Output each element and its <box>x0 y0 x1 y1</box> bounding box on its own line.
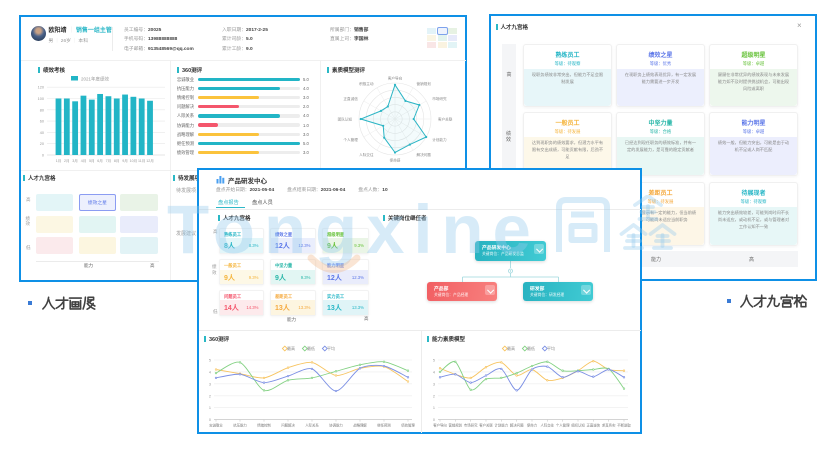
svg-text:40: 40 <box>40 131 44 135</box>
svg-text:情绪控制: 情绪控制 <box>257 423 271 428</box>
svg-text:6月: 6月 <box>97 158 103 163</box>
svg-text:12月: 12月 <box>146 158 154 163</box>
svg-text:3: 3 <box>209 382 211 386</box>
svg-text:求真务实: 求真务实 <box>602 423 616 428</box>
svg-text:忠诚敬业: 忠诚敬业 <box>209 423 223 428</box>
svg-text:人际关系: 人际关系 <box>305 423 319 428</box>
svg-text:2月: 2月 <box>64 158 70 163</box>
svg-text:7月: 7月 <box>106 158 112 163</box>
svg-text:2: 2 <box>433 394 435 398</box>
svg-text:2: 2 <box>209 394 211 398</box>
svg-text:5月: 5月 <box>89 158 95 163</box>
svg-text:客户导向: 客户导向 <box>388 75 403 80</box>
svg-text:3月: 3月 <box>72 158 78 163</box>
svg-text:解决问题: 解决问题 <box>417 152 432 157</box>
svg-text:4: 4 <box>209 370 211 374</box>
svg-text:80: 80 <box>40 108 44 112</box>
svg-text:5: 5 <box>433 359 435 363</box>
svg-text:5: 5 <box>209 359 211 363</box>
svg-text:抗压能力: 抗压能力 <box>233 423 247 428</box>
svg-text:客户关联: 客户关联 <box>479 423 493 428</box>
svg-text:市场研究: 市场研究 <box>432 96 447 101</box>
svg-text:个人管理: 个人管理 <box>343 137 358 142</box>
svg-text:市场研究: 市场研究 <box>464 423 478 428</box>
svg-text:使命感: 使命感 <box>390 157 401 162</box>
svg-text:8月: 8月 <box>114 158 120 163</box>
svg-text:9月: 9月 <box>122 158 128 163</box>
svg-text:解决问题: 解决问题 <box>510 423 524 428</box>
svg-text:100: 100 <box>38 97 44 101</box>
svg-text:平均: 平均 <box>547 345 555 351</box>
svg-text:营销规划: 营销规划 <box>449 423 463 428</box>
svg-text:计划能力: 计划能力 <box>432 137 447 142</box>
svg-text:4月: 4月 <box>81 158 87 163</box>
svg-text:正直诚信: 正直诚信 <box>587 423 601 428</box>
svg-text:组织认知: 组织认知 <box>571 423 585 428</box>
svg-text:战略理解: 战略理解 <box>353 423 367 428</box>
svg-text:3: 3 <box>433 382 435 386</box>
svg-text:最低: 最低 <box>307 345 315 351</box>
svg-text:最低: 最低 <box>527 345 535 351</box>
svg-text:团队认知: 团队认知 <box>338 116 353 121</box>
svg-text:1: 1 <box>209 406 211 410</box>
svg-text:人际交往: 人际交往 <box>359 152 374 157</box>
svg-text:客户关联: 客户关联 <box>438 116 453 121</box>
svg-text:最高: 最高 <box>287 345 295 351</box>
svg-text:使命力: 使命力 <box>527 423 538 428</box>
svg-text:120: 120 <box>38 86 44 90</box>
svg-text:最高: 最高 <box>507 345 515 351</box>
svg-text:0: 0 <box>209 418 211 422</box>
svg-text:1月: 1月 <box>56 158 62 163</box>
svg-text:计划能力: 计划能力 <box>495 423 509 428</box>
svg-text:平均: 平均 <box>327 345 335 351</box>
svg-text:营销规划: 营销规划 <box>417 81 432 86</box>
svg-text:4: 4 <box>433 370 435 374</box>
svg-text:1: 1 <box>433 406 435 410</box>
svg-text:10月: 10月 <box>130 158 138 163</box>
svg-text:绩效管理: 绩效管理 <box>401 423 415 428</box>
svg-text:不断进取: 不断进取 <box>617 423 631 428</box>
svg-text:0: 0 <box>433 418 435 422</box>
svg-text:积极主动: 积极主动 <box>359 81 374 86</box>
svg-text:协调能力: 协调能力 <box>329 423 343 428</box>
svg-text:正直诚信: 正直诚信 <box>343 96 358 101</box>
svg-text:2021年度绩效: 2021年度绩效 <box>81 76 110 83</box>
svg-text:20: 20 <box>40 142 44 146</box>
svg-text:60: 60 <box>40 120 44 124</box>
svg-text:个人管理: 个人管理 <box>556 423 570 428</box>
svg-text:继任预测: 继任预测 <box>377 423 391 428</box>
svg-text:人际交往: 人际交往 <box>541 423 555 428</box>
svg-text:问题解决: 问题解决 <box>281 423 295 428</box>
svg-text:11月: 11月 <box>138 158 145 163</box>
svg-text:客户导向: 客户导向 <box>433 423 447 428</box>
svg-text:0: 0 <box>42 154 44 158</box>
